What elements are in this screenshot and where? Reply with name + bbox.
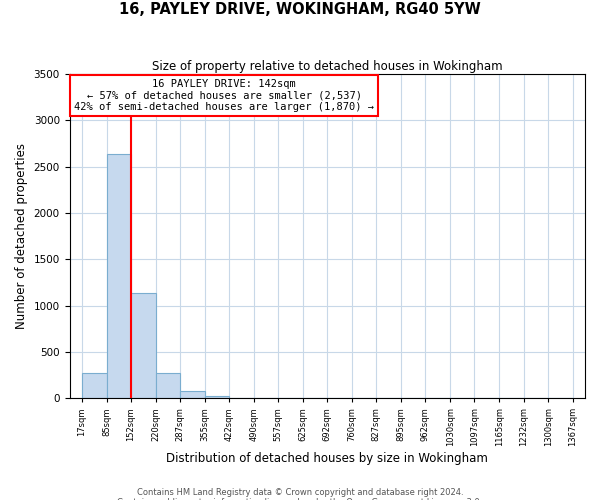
Bar bbox=[131, 292, 155, 398]
Bar bbox=[107, 154, 131, 398]
Bar bbox=[155, 372, 180, 398]
X-axis label: Distribution of detached houses by size in Wokingham: Distribution of detached houses by size … bbox=[166, 452, 488, 465]
Text: 16 PAYLEY DRIVE: 142sqm
← 57% of detached houses are smaller (2,537)
42% of semi: 16 PAYLEY DRIVE: 142sqm ← 57% of detache… bbox=[74, 79, 374, 112]
Text: 16, PAYLEY DRIVE, WOKINGHAM, RG40 5YW: 16, PAYLEY DRIVE, WOKINGHAM, RG40 5YW bbox=[119, 2, 481, 18]
Text: Contains public sector information licensed under the Open Government Licence v3: Contains public sector information licen… bbox=[118, 498, 482, 500]
Bar bbox=[205, 396, 229, 398]
Bar bbox=[180, 391, 205, 398]
Y-axis label: Number of detached properties: Number of detached properties bbox=[15, 143, 28, 329]
Title: Size of property relative to detached houses in Wokingham: Size of property relative to detached ho… bbox=[152, 60, 503, 73]
Text: Contains HM Land Registry data © Crown copyright and database right 2024.: Contains HM Land Registry data © Crown c… bbox=[137, 488, 463, 497]
Bar bbox=[82, 373, 107, 398]
